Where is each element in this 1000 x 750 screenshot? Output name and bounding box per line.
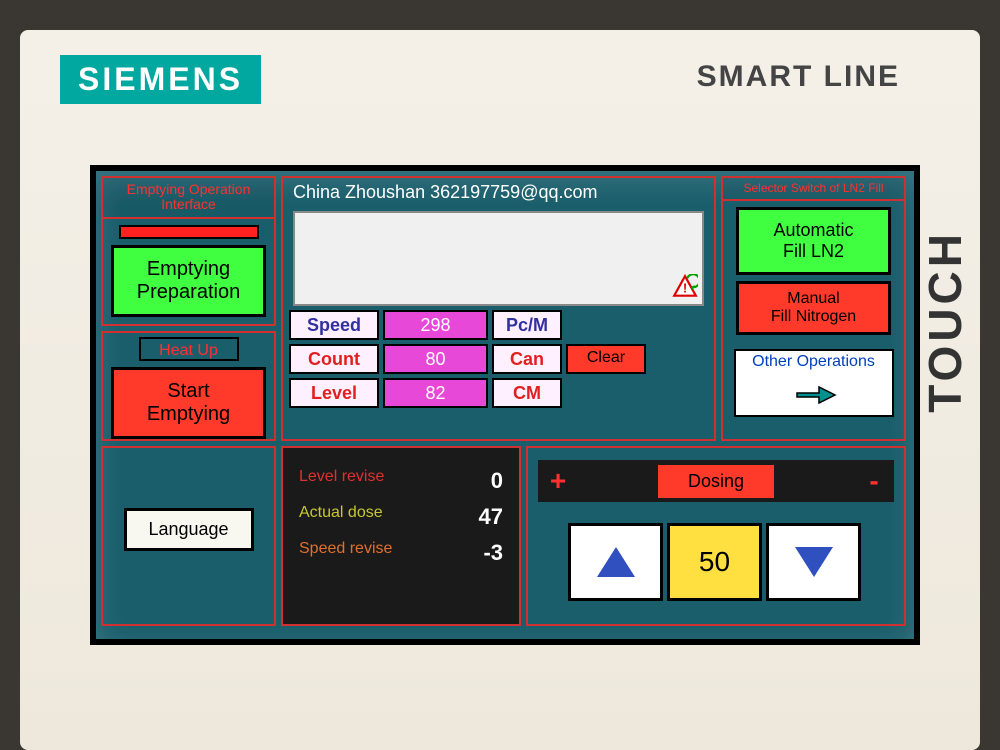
- touch-label: TOUCH: [918, 230, 972, 413]
- dose-plus-button[interactable]: +: [538, 465, 578, 497]
- level-revise-label: Level revise: [299, 468, 384, 494]
- start-emptying-button[interactable]: Start Emptying: [111, 367, 266, 439]
- emptying-interface-title: Emptying Operation Interface: [103, 178, 274, 219]
- level-row: Level 82 CM: [289, 378, 708, 408]
- dosing-bar: + Dosing -: [538, 460, 894, 502]
- speed-row: Speed 298 Pc/M: [289, 310, 708, 340]
- manual-fill-nitrogen-button[interactable]: Manual Fill Nitrogen: [736, 281, 891, 336]
- language-panel: Language: [101, 446, 276, 626]
- speed-unit: Pc/M: [492, 310, 562, 340]
- actual-dose-label: Actual dose: [299, 504, 383, 530]
- clear-button[interactable]: Clear: [566, 344, 646, 374]
- dosing-label: Dosing: [658, 465, 774, 498]
- heat-up-indicator: Heat Up: [139, 337, 239, 361]
- device-bezel: SIEMENS SMART LINE TOUCH Emptying Operat…: [20, 30, 980, 750]
- start-emptying-panel: Heat Up Start Emptying: [101, 331, 276, 441]
- auto-fill-ln2-button[interactable]: Automatic Fill LN2: [736, 207, 891, 274]
- actual-dose-row: Actual dose 47: [299, 504, 503, 530]
- level-value[interactable]: 82: [383, 378, 488, 408]
- step-down-button[interactable]: [766, 523, 861, 601]
- svg-text:!: !: [683, 280, 687, 295]
- indicator-strip: [119, 225, 259, 239]
- speed-value[interactable]: 298: [383, 310, 488, 340]
- emptying-interface-panel: Emptying Operation Interface Emptying Pr…: [101, 176, 276, 326]
- data-grid: Speed 298 Pc/M Count 80 Can Clear Level …: [289, 310, 708, 408]
- dose-readout-panel: Level revise 0 Actual dose 47 Speed revi…: [281, 446, 521, 626]
- brand-logo: SIEMENS: [60, 55, 261, 104]
- actual-dose-value: 47: [453, 504, 503, 530]
- other-operations-label: Other Operations: [752, 353, 875, 370]
- count-row: Count 80 Can Clear: [289, 344, 708, 374]
- trend-graph: !: [293, 211, 704, 306]
- warning-icon: !: [672, 274, 698, 300]
- center-panel: China Zhoushan 362197759@qq.com ! Speed …: [281, 176, 716, 441]
- ln2-fill-panel: Selector Switch of LN2 Fill Automatic Fi…: [721, 176, 906, 441]
- level-revise-row: Level revise 0: [299, 468, 503, 494]
- speed-revise-row: Speed revise -3: [299, 540, 503, 566]
- triangle-up-icon: [593, 543, 639, 581]
- level-unit: CM: [492, 378, 562, 408]
- dosing-control-panel: + Dosing - 50: [526, 446, 906, 626]
- other-operations-button[interactable]: Other Operations: [734, 349, 894, 417]
- count-value[interactable]: 80: [383, 344, 488, 374]
- hand-pointer-icon: [740, 371, 888, 415]
- dose-minus-button[interactable]: -: [854, 465, 894, 497]
- hmi-screen: Emptying Operation Interface Emptying Pr…: [90, 165, 920, 645]
- step-up-button[interactable]: [568, 523, 663, 601]
- step-value[interactable]: 50: [667, 523, 762, 601]
- speed-revise-value: -3: [453, 540, 503, 566]
- ln2-fill-title: Selector Switch of LN2 Fill: [723, 178, 904, 201]
- count-label: Count: [289, 344, 379, 374]
- level-label: Level: [289, 378, 379, 408]
- emptying-preparation-button[interactable]: Emptying Preparation: [111, 245, 266, 317]
- contact-header: China Zhoushan 362197759@qq.com: [283, 178, 714, 207]
- product-name: SMART LINE: [697, 60, 900, 94]
- speed-revise-label: Speed revise: [299, 540, 392, 566]
- triangle-down-icon: [791, 543, 837, 581]
- stepper: 50: [568, 523, 861, 601]
- language-button[interactable]: Language: [124, 508, 254, 551]
- count-unit: Can: [492, 344, 562, 374]
- speed-label: Speed: [289, 310, 379, 340]
- level-revise-value: 0: [453, 468, 503, 494]
